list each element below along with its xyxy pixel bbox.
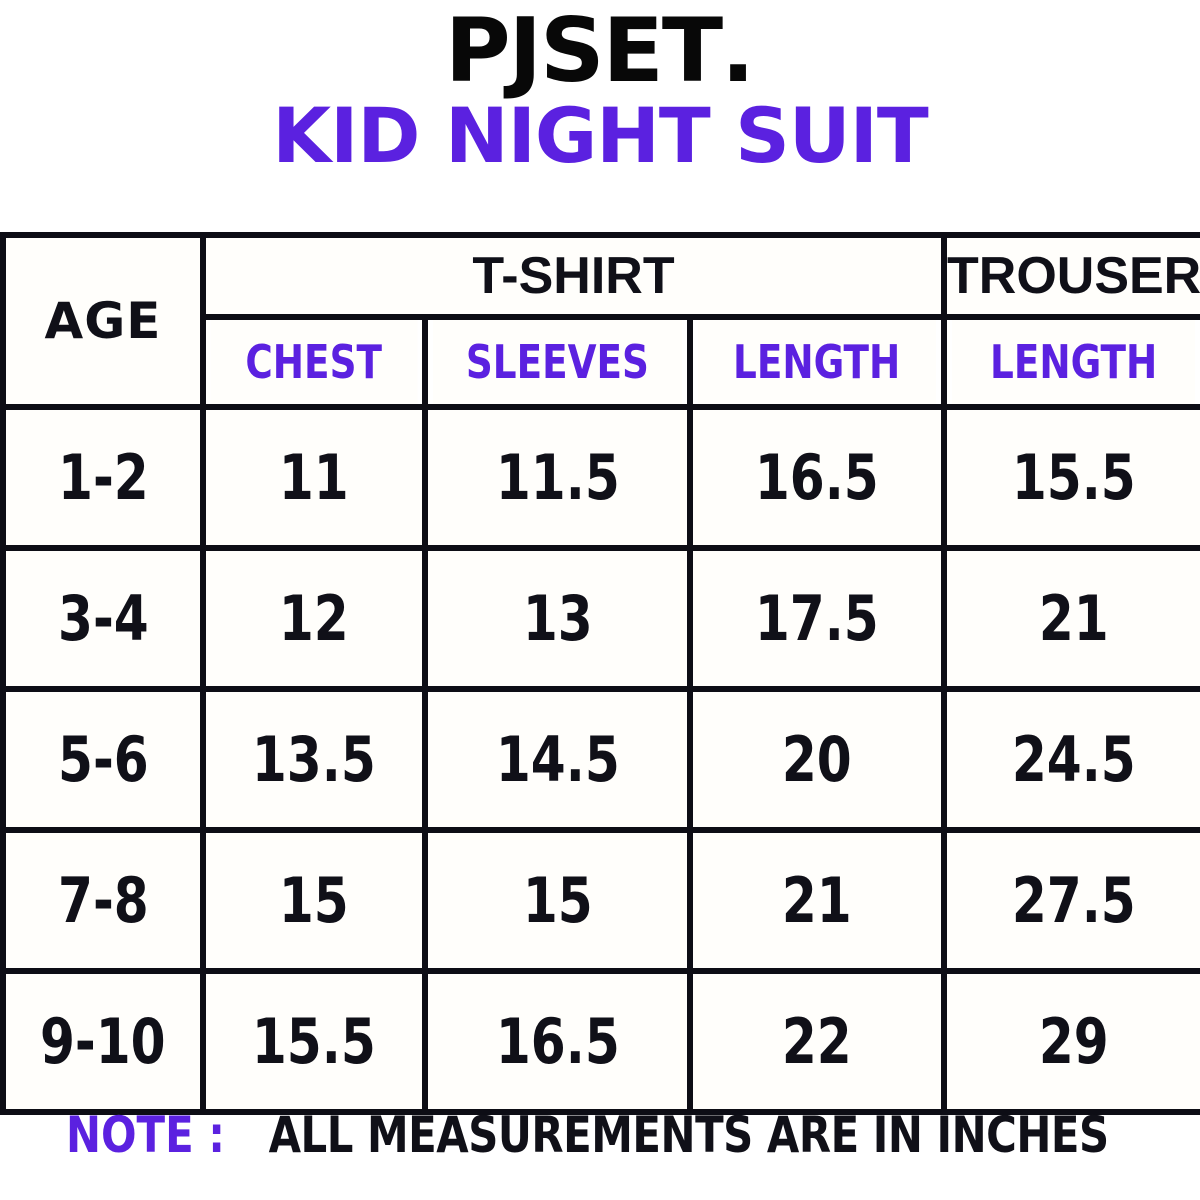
table-row: 1-2 11 11.5 16.5 15.5 [0,404,1200,551]
cell-chest: 15 [200,827,428,974]
cell-age: 7-8 [0,827,206,974]
column-header-sleeves: SLEEVES [427,314,688,410]
cell-age: 3-4 [0,545,206,692]
cell-chest: 15.5 [200,968,428,1115]
column-header-chest-label: CHEST [245,335,383,389]
cell-sleeves: 14.5 [422,686,693,833]
size-chart: AGE T-SHIRT TROUSER CHEST SLEEVES LENGTH… [0,232,1200,1115]
column-header-sleeves-label: SLEEVES [465,335,650,389]
cell-chest: 12 [200,545,428,692]
cell-age: 9-10 [0,968,206,1115]
cell-trouser-length: 29 [941,968,1200,1115]
column-header-age: AGE [0,232,206,410]
product-subtitle: KID NIGHT SUIT [272,91,928,181]
brand-dot: . [721,0,756,102]
table-row: 7-8 15 15 21 27.5 [0,827,1200,974]
header-row-subcolumns: CHEST SLEEVES LENGTH LENGTH [3,314,1200,410]
cell-trouser-length: 24.5 [941,686,1200,833]
cell-chest: 13.5 [200,686,428,833]
cell-sleeves: 13 [422,545,693,692]
note: NOTE : ALL MEASUREMENTS ARE IN INCHES [0,1106,1200,1164]
table-row: 3-4 12 13 17.5 21 [0,545,1200,692]
cell-trouser-length: 27.5 [941,827,1200,974]
header-row-groups: AGE T-SHIRT TROUSER [0,232,1200,410]
cell-trouser-length: 21 [941,545,1200,692]
cell-chest: 11 [200,404,428,551]
table-row: 9-10 15.5 16.5 22 29 [0,968,1200,1115]
brand-name: PJSET [444,0,723,102]
title-block: PJSET. KID NIGHT SUIT [0,0,1200,174]
cell-sleeves: 16.5 [422,968,693,1115]
cell-tshirt-length: 16.5 [687,404,947,551]
cell-tshirt-length: 22 [687,968,947,1115]
cell-age: 5-6 [0,686,206,833]
cell-age: 1-2 [0,404,206,551]
column-header-trouser-length-label: LENGTH [989,335,1158,389]
column-header-tshirt-length: LENGTH [692,314,942,410]
column-header-trouser-length: LENGTH [946,314,1200,410]
table-body: 1-2 11 11.5 16.5 15.5 3-4 12 13 17.5 21 … [0,404,1200,1115]
cell-tshirt-length: 21 [687,827,947,974]
cell-tshirt-length: 17.5 [687,545,947,692]
column-header-tshirt-length-label: LENGTH [733,335,901,389]
note-label: NOTE : [65,1106,225,1164]
column-header-chest: CHEST [204,314,424,410]
column-group-header-trouser: TROUSER [941,232,1200,320]
note-text: ALL MEASUREMENTS ARE IN INCHES [268,1106,1109,1164]
column-group-header-tshirt: T-SHIRT [200,232,947,320]
cell-tshirt-length: 20 [687,686,947,833]
cell-sleeves: 15 [422,827,693,974]
brand-title: PJSET. [0,7,1200,95]
cell-trouser-length: 15.5 [941,404,1200,551]
table-row: 5-6 13.5 14.5 20 24.5 [0,686,1200,833]
cell-sleeves: 11.5 [422,404,693,551]
size-chart-table: AGE T-SHIRT TROUSER CHEST SLEEVES LENGTH… [0,232,1200,1115]
table-header: AGE T-SHIRT TROUSER CHEST SLEEVES LENGTH… [0,232,1200,410]
